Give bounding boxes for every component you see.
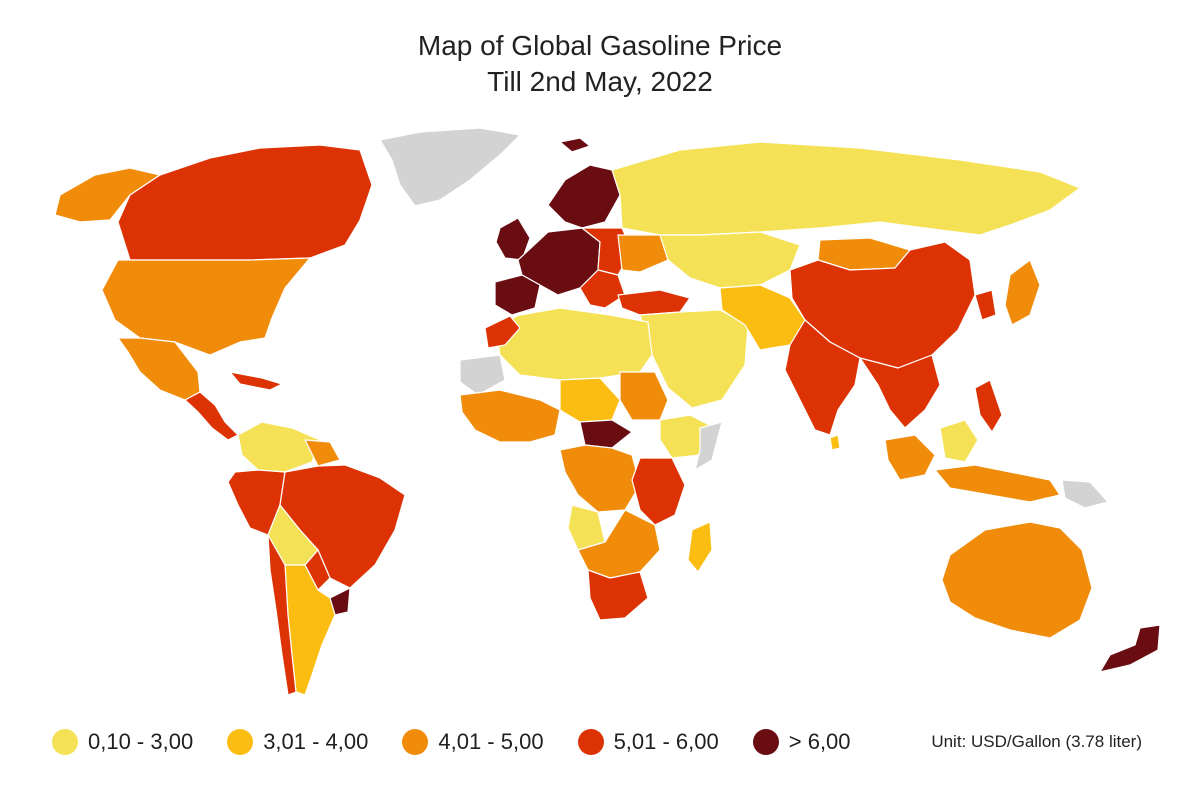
region-turkey xyxy=(617,289,691,316)
region-iberia xyxy=(494,274,541,316)
region-guianas xyxy=(304,439,341,467)
legend-item-4: 5,01 - 6,00 xyxy=(577,729,719,755)
legend-swatch-4 xyxy=(577,729,604,755)
region-russia xyxy=(611,141,1081,236)
region-central-asia xyxy=(659,231,801,289)
legend-swatch-5 xyxy=(752,729,779,755)
region-morocco xyxy=(484,315,521,349)
region-new-zealand xyxy=(1099,624,1161,673)
legend-label-1: 0,10 - 3,00 xyxy=(88,729,194,754)
region-png xyxy=(1061,479,1109,509)
legend-swatch-1 xyxy=(52,729,78,755)
region-west-africa xyxy=(459,389,561,443)
region-east-africa xyxy=(631,457,686,526)
region-usa xyxy=(101,257,311,356)
title-line-2: Till 2nd May, 2022 xyxy=(487,66,713,97)
chart-title: Map of Global Gasoline Price Till 2nd Ma… xyxy=(0,28,1200,100)
region-sudan xyxy=(619,371,669,421)
region-se-asia xyxy=(859,354,941,429)
legend-label-3: 4,01 - 5,00 xyxy=(438,729,544,754)
region-philippines xyxy=(974,379,1003,433)
region-borneo xyxy=(939,419,979,463)
region-middle-east xyxy=(639,309,749,409)
region-iceland xyxy=(559,137,591,153)
region-sahel xyxy=(559,377,621,423)
region-madagascar xyxy=(687,521,713,573)
region-canada xyxy=(117,144,373,261)
region-scandinavia xyxy=(547,164,621,229)
region-colombia-venezuela xyxy=(237,421,321,473)
legend-item-2: 3,01 - 4,00 xyxy=(227,729,368,755)
region-caribbean xyxy=(229,371,283,391)
legend-label-4: 5,01 - 6,00 xyxy=(613,729,719,754)
region-chile xyxy=(267,534,297,696)
world-map-svg xyxy=(54,127,1161,696)
region-ukraine xyxy=(617,234,669,273)
region-congo xyxy=(559,444,641,513)
region-korea xyxy=(974,289,997,321)
region-somalia xyxy=(694,421,723,471)
region-sri-lanka xyxy=(829,434,841,451)
region-west-africa-nodata xyxy=(459,354,506,396)
legend-swatch-3 xyxy=(402,729,429,755)
unit-note: Unit: USD/Gallon (3.78 liter) xyxy=(931,732,1142,751)
legend: 0,10 - 3,00 3,01 - 4,00 4,01 - 5,00 5,01… xyxy=(52,726,885,758)
region-india xyxy=(784,319,861,436)
legend-label-2: 3,01 - 4,00 xyxy=(263,729,369,754)
legend-item-5: > 6,00 xyxy=(752,729,851,755)
legend-label-5: > 6,00 xyxy=(788,729,851,754)
region-central-america xyxy=(184,391,239,441)
region-south-africa xyxy=(587,569,649,621)
region-north-africa xyxy=(494,307,653,381)
title-line-1: Map of Global Gasoline Price xyxy=(417,30,783,61)
legend-item-1: 0,10 - 3,00 xyxy=(52,729,193,755)
legend-swatch-2 xyxy=(227,729,254,755)
region-car xyxy=(579,419,633,449)
region-australia xyxy=(941,521,1093,639)
world-map xyxy=(0,110,1200,710)
region-greenland xyxy=(379,127,521,207)
region-japan xyxy=(1004,259,1041,326)
region-indonesia xyxy=(884,434,936,481)
legend-item-3: 4,01 - 5,00 xyxy=(402,729,544,755)
region-indonesia-east xyxy=(934,464,1061,503)
